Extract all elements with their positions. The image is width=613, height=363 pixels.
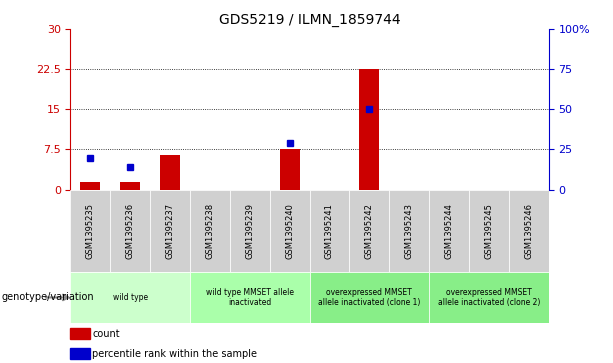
- Text: count: count: [92, 329, 120, 339]
- Bar: [429, 272, 549, 323]
- Bar: [70, 272, 190, 323]
- FancyBboxPatch shape: [270, 189, 310, 272]
- Text: GSM1395241: GSM1395241: [325, 203, 334, 259]
- FancyBboxPatch shape: [190, 189, 230, 272]
- FancyBboxPatch shape: [509, 189, 549, 272]
- FancyBboxPatch shape: [110, 189, 150, 272]
- FancyBboxPatch shape: [389, 189, 429, 272]
- Text: wild type MMSET allele
inactivated: wild type MMSET allele inactivated: [206, 288, 294, 307]
- Text: GSM1395242: GSM1395242: [365, 203, 374, 259]
- Bar: [70, 348, 89, 359]
- Text: GSM1395235: GSM1395235: [86, 203, 95, 259]
- Text: overexpressed MMSET
allele inactivated (clone 2): overexpressed MMSET allele inactivated (…: [438, 288, 540, 307]
- Text: GSM1395237: GSM1395237: [166, 203, 175, 259]
- Bar: [160, 155, 180, 189]
- Text: GSM1395246: GSM1395246: [524, 203, 533, 259]
- Text: GSM1395236: GSM1395236: [126, 203, 135, 259]
- Bar: [190, 272, 310, 323]
- Bar: [359, 69, 379, 189]
- FancyBboxPatch shape: [230, 189, 270, 272]
- Text: genotype/variation: genotype/variation: [1, 293, 94, 302]
- FancyBboxPatch shape: [349, 189, 389, 272]
- Text: GSM1395244: GSM1395244: [444, 203, 454, 259]
- Bar: [80, 182, 101, 189]
- Title: GDS5219 / ILMN_1859744: GDS5219 / ILMN_1859744: [219, 13, 400, 26]
- Bar: [70, 328, 89, 339]
- FancyBboxPatch shape: [70, 189, 110, 272]
- FancyBboxPatch shape: [150, 189, 190, 272]
- Text: percentile rank within the sample: percentile rank within the sample: [92, 349, 257, 359]
- Text: wild type: wild type: [113, 293, 148, 302]
- Text: GSM1395243: GSM1395243: [405, 203, 414, 259]
- Text: GSM1395245: GSM1395245: [484, 203, 493, 259]
- Text: overexpressed MMSET
allele inactivated (clone 1): overexpressed MMSET allele inactivated (…: [318, 288, 421, 307]
- Text: GSM1395239: GSM1395239: [245, 203, 254, 259]
- Text: GSM1395240: GSM1395240: [285, 203, 294, 259]
- FancyBboxPatch shape: [310, 189, 349, 272]
- Bar: [120, 182, 140, 189]
- Bar: [310, 272, 429, 323]
- FancyBboxPatch shape: [469, 189, 509, 272]
- FancyBboxPatch shape: [429, 189, 469, 272]
- Bar: [280, 150, 300, 189]
- Text: GSM1395238: GSM1395238: [205, 203, 215, 259]
